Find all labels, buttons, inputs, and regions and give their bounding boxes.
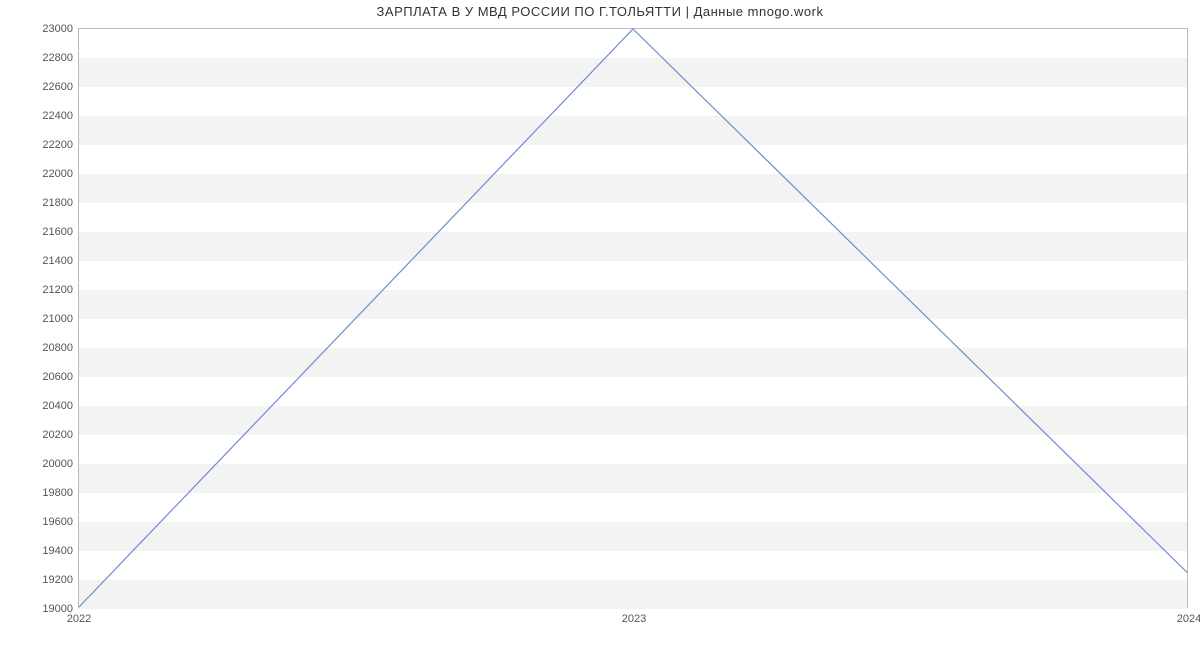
y-tick-label: 19400 <box>42 545 79 557</box>
y-tick-label: 21600 <box>42 226 79 238</box>
y-tick-label: 20200 <box>42 429 79 441</box>
y-tick-label: 23000 <box>42 23 79 35</box>
salary-line <box>79 29 1187 607</box>
y-tick-label: 22200 <box>42 139 79 151</box>
line-layer <box>79 29 1187 607</box>
y-tick-label: 20000 <box>42 458 79 470</box>
y-tick-label: 20600 <box>42 371 79 383</box>
y-tick-label: 20800 <box>42 342 79 354</box>
y-tick-label: 22000 <box>42 168 79 180</box>
y-tick-label: 21000 <box>42 313 79 325</box>
y-tick-label: 21200 <box>42 284 79 296</box>
x-tick-label: 2024 <box>1177 607 1200 625</box>
y-tick-label: 19600 <box>42 516 79 528</box>
y-tick-label: 19200 <box>42 574 79 586</box>
y-tick-label: 21800 <box>42 197 79 209</box>
y-tick-label: 19800 <box>42 487 79 499</box>
y-tick-label: 22800 <box>42 52 79 64</box>
plot-area: 1900019200194001960019800200002020020400… <box>78 28 1188 608</box>
y-tick-label: 21400 <box>42 255 79 267</box>
x-tick-label: 2023 <box>622 607 646 625</box>
salary-line-chart: ЗАРПЛАТА В У МВД РОССИИ ПО Г.ТОЛЬЯТТИ | … <box>0 0 1200 650</box>
chart-title: ЗАРПЛАТА В У МВД РОССИИ ПО Г.ТОЛЬЯТТИ | … <box>0 4 1200 19</box>
y-tick-label: 22600 <box>42 81 79 93</box>
y-tick-label: 22400 <box>42 110 79 122</box>
y-tick-label: 20400 <box>42 400 79 412</box>
x-tick-label: 2022 <box>67 607 91 625</box>
